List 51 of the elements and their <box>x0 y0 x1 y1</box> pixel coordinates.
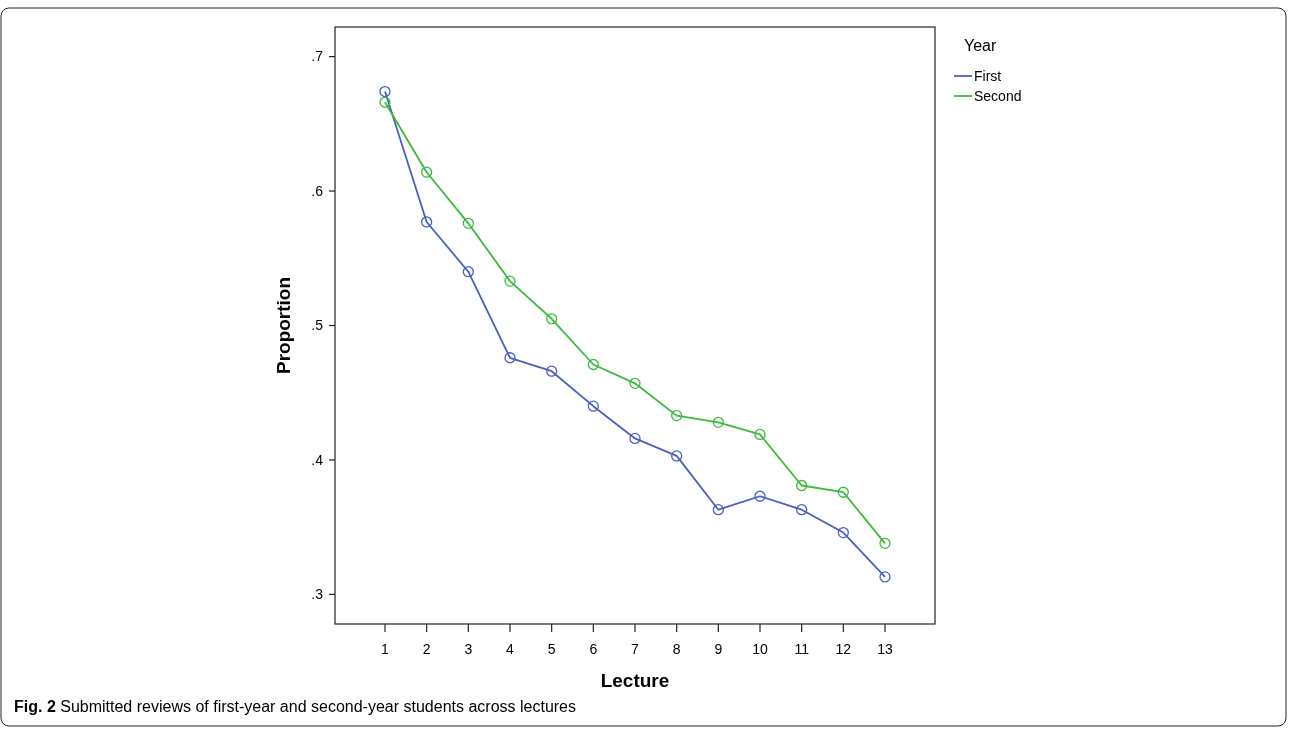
point <box>712 416 724 428</box>
point <box>546 365 558 377</box>
point <box>671 450 683 462</box>
x-tick-label: 3 <box>464 641 473 657</box>
point <box>587 358 599 371</box>
point <box>421 166 433 178</box>
legend-label: Second <box>974 87 1022 104</box>
point <box>754 428 766 441</box>
point <box>629 432 641 445</box>
point <box>629 377 641 389</box>
x-tick-label: 13 <box>877 641 893 657</box>
x-tick-label: 10 <box>752 641 768 657</box>
point <box>379 85 391 98</box>
y-tick-label: .5 <box>311 317 324 334</box>
point <box>837 526 849 539</box>
point <box>796 479 808 492</box>
legend-title: Year <box>964 37 997 54</box>
point <box>587 400 599 412</box>
text: Submitted reviews of first-year and second-year students across lectures <box>55 698 577 715</box>
y-tick-label: .6 <box>311 182 324 199</box>
point <box>754 490 766 502</box>
point <box>879 571 891 583</box>
point <box>546 313 558 325</box>
point <box>879 537 891 549</box>
point <box>462 266 474 278</box>
point <box>504 275 516 287</box>
x-tick-label: 11 <box>794 641 810 657</box>
y-tick-label: .4 <box>311 451 324 468</box>
caption: Fig. 2 <box>14 698 56 715</box>
x-tick-label: 8 <box>672 641 681 657</box>
point <box>504 352 516 364</box>
point <box>712 504 724 516</box>
point <box>671 409 683 422</box>
point <box>379 96 391 108</box>
x-tick-label: 7 <box>631 641 640 657</box>
y-tick-label: .7 <box>311 48 324 65</box>
y-tick-label: .3 <box>311 586 324 603</box>
x-tick-label: 12 <box>835 641 852 657</box>
x-tick-label: 1 <box>381 641 390 657</box>
x-tick-label: 9 <box>714 641 723 657</box>
x-tick-label: 2 <box>422 641 431 657</box>
point <box>796 504 808 516</box>
x-tick-label: 4 <box>506 641 515 657</box>
legend-label: First <box>974 67 1002 84</box>
y-axis-title: Proportion <box>273 276 294 375</box>
point <box>837 486 849 498</box>
x-tick-label: 5 <box>547 641 556 657</box>
point <box>421 216 433 228</box>
point <box>462 217 474 229</box>
x-axis-title: Lecture <box>600 670 670 691</box>
x-tick-label: 6 <box>589 641 598 657</box>
